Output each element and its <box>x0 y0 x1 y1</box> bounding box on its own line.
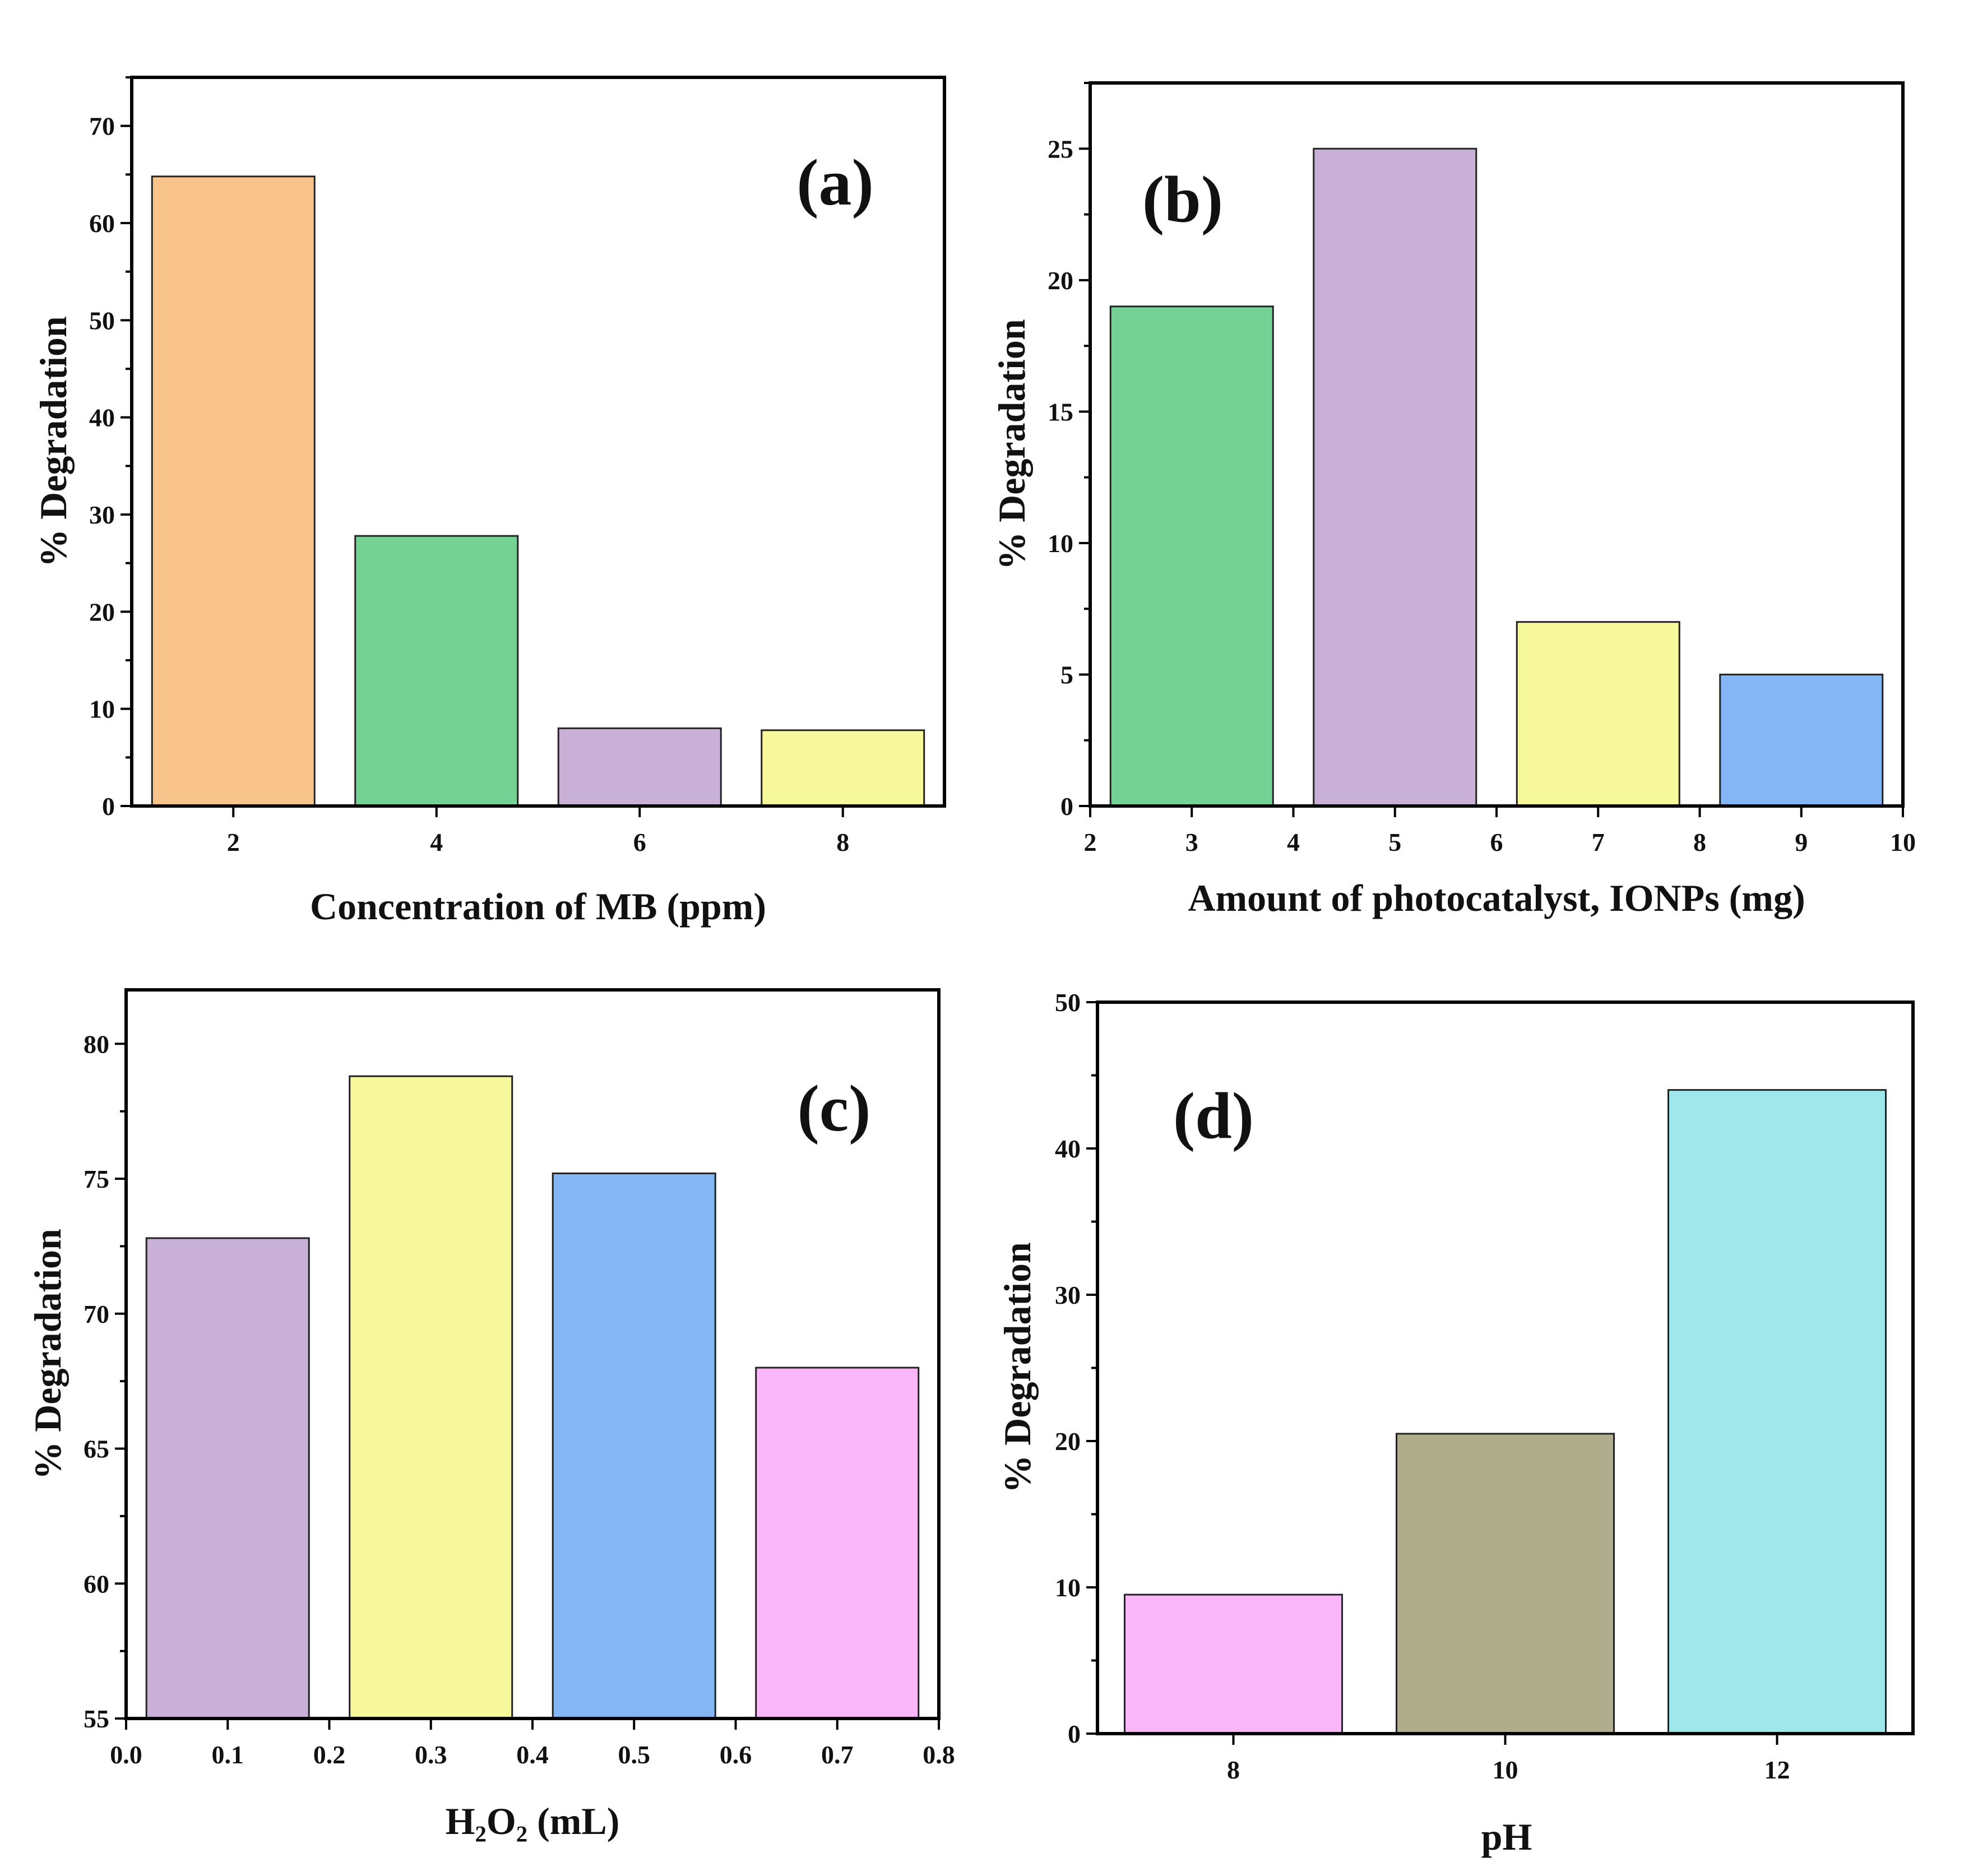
chart-d-x-tick-label: 12 <box>1764 1755 1790 1784</box>
chart-d-bar-12 <box>1667 1089 1887 1735</box>
chart-a-x-tick-label: 2 <box>227 828 240 856</box>
chart-b-y-tick-label: 10 <box>1048 529 1073 558</box>
chart-b-y-tick-label: 20 <box>1048 266 1073 295</box>
chart-a-y-tick-label: 40 <box>89 404 115 432</box>
chart-c-bar-0.7 <box>755 1367 920 1720</box>
chart-c-x-tick-label: 0.3 <box>415 1740 447 1769</box>
chart-b-x-tick-label: 6 <box>1490 828 1503 856</box>
chart-b: 0 5 10 15 20 25 2 3 4 5 6 7 8 9 10 (b) Amount of photo… <box>990 81 1916 919</box>
chart-a-x-tick-label: 4 <box>430 828 443 856</box>
chart-c-bars <box>145 1075 920 1720</box>
chart-b-bars <box>1109 147 1884 807</box>
chart-a-y-tick-label: 30 <box>89 501 115 529</box>
chart-d-y-tick-label: 10 <box>1055 1573 1081 1602</box>
chart-d-y-tick-label: 50 <box>1055 988 1081 1017</box>
chart-c-y-tick-label: 55 <box>84 1704 109 1733</box>
chart-b-y-tick-label: 15 <box>1048 397 1073 426</box>
chart-d-axis-ticks: 0 10 20 30 40 50 8 10 12 <box>1055 988 1790 1784</box>
chart-d-y-tick-label: 30 <box>1055 1281 1081 1309</box>
chart-a: 0 10 20 30 40 50 60 70 2 4 6 8 (a) Concentration of… <box>32 76 946 928</box>
chart-c-x-tick-label: 0.5 <box>618 1740 651 1769</box>
chart-b-bar-9 <box>1719 673 1884 807</box>
chart-b-x-tick-label: 4 <box>1287 828 1300 856</box>
chart-b-bar-7 <box>1516 621 1680 807</box>
chart-a-y-tick-label: 50 <box>89 306 115 335</box>
chart-d-y-axis-label: % Degradation <box>996 1242 1039 1493</box>
chart-a-y-tick-label: 10 <box>89 695 115 724</box>
chart-c-x-tick-label: 0.6 <box>720 1740 752 1769</box>
chart-b-x-tick-label: 3 <box>1185 828 1198 856</box>
chart-a-bar-6 <box>557 727 722 807</box>
chart-b-x-tick-label: 10 <box>1890 828 1916 856</box>
chart-b-x-tick-label: 2 <box>1084 828 1097 856</box>
chart-a-panel-label: (a) <box>796 146 874 219</box>
chart-a-y-tick-label: 0 <box>102 792 115 821</box>
chart-b-y-tick-label: 5 <box>1060 660 1073 689</box>
chart-c-y-axis-label: % Degradation <box>26 1229 69 1480</box>
chart-c-panel-label: (c) <box>798 1072 871 1145</box>
chart-c-x-tick-label: 0.8 <box>923 1740 955 1769</box>
chart-c-axis-ticks: 55 60 65 70 75 80 0.0 0.1 0.2 0.3 0.4 0.5 0.6 0.7 0.8 <box>84 1030 955 1769</box>
chart-c-x-axis-label: H₂O₂ (mL) <box>446 1800 620 1842</box>
chart-d-bar-8 <box>1124 1594 1343 1735</box>
chart-c-bar-0.1 <box>145 1237 310 1720</box>
chart-b-panel-label: (b) <box>1142 163 1223 236</box>
chart-a-plot-frame <box>130 76 946 808</box>
chart-d-x-tick-label: 8 <box>1227 1755 1240 1784</box>
chart-a-bar-8 <box>761 729 925 807</box>
chart-a-y-tick-label: 70 <box>89 112 115 141</box>
chart-c-x-tick-label: 0.1 <box>212 1740 244 1769</box>
chart-a-x-tick-label: 6 <box>633 828 646 856</box>
chart-b-bar-5 <box>1313 147 1477 807</box>
chart-a-bars <box>151 175 925 807</box>
chart-c-bar-0.3 <box>349 1075 513 1720</box>
chart-c-y-tick-label: 70 <box>84 1300 109 1328</box>
chart-c-x-tick-label: 0.7 <box>821 1740 854 1769</box>
chart-a-bar-4 <box>354 535 519 807</box>
chart-b-axis-ticks: 0 5 10 15 20 25 2 3 4 5 6 7 8 9 10 <box>1048 82 1916 856</box>
chart-b-y-tick-label: 25 <box>1048 135 1073 163</box>
chart-b-x-tick-label: 7 <box>1592 828 1605 856</box>
chart-d-x-axis-label: pH <box>1481 1815 1532 1858</box>
chart-c-x-tick-label: 0.4 <box>516 1740 549 1769</box>
chart-b-y-tick-label: 0 <box>1060 792 1073 821</box>
chart-a-x-tick-label: 8 <box>836 828 849 856</box>
chart-d-x-tick-label: 10 <box>1493 1755 1518 1784</box>
chart-a-axis-ticks: 0 10 20 30 40 50 60 70 2 4 6 8 <box>89 76 849 856</box>
chart-b-x-tick-label: 8 <box>1693 828 1706 856</box>
chart-d: 0 10 20 30 40 50 8 10 12 (d) pH % Degradation <box>996 988 1915 1858</box>
chart-a-x-axis-label: Concentration of MB (ppm) <box>310 885 766 928</box>
chart-c-y-tick-label: 65 <box>84 1435 109 1463</box>
chart-a-y-tick-label: 60 <box>89 209 115 238</box>
chart-c-y-tick-label: 60 <box>84 1569 109 1598</box>
chart-d-y-tick-label: 20 <box>1055 1427 1081 1456</box>
chart-c-x-tick-label: 0.2 <box>313 1740 346 1769</box>
chart-c-x-tick-label: 0.0 <box>110 1740 142 1769</box>
chart-c-y-tick-label: 80 <box>84 1030 109 1058</box>
chart-d-bars <box>1124 1089 1887 1735</box>
chart-b-x-tick-label: 5 <box>1388 828 1401 856</box>
chart-a-bar-2 <box>151 175 316 807</box>
chart-b-x-axis-label: Amount of photocatalyst, IONPs (mg) <box>1188 877 1805 919</box>
chart-b-bar-3 <box>1109 305 1274 807</box>
chart-d-y-tick-label: 40 <box>1055 1134 1081 1163</box>
chart-c-y-tick-label: 75 <box>84 1165 109 1193</box>
chart-d-panel-label: (d) <box>1173 1079 1254 1152</box>
chart-d-y-tick-label: 0 <box>1068 1720 1081 1748</box>
chart-a-y-axis-label: % Degradation <box>32 316 75 567</box>
chart-a-y-tick-label: 20 <box>89 597 115 626</box>
chart-b-x-tick-label: 9 <box>1795 828 1808 856</box>
chart-d-bar-10 <box>1396 1433 1615 1735</box>
chart-b-y-axis-label: % Degradation <box>990 319 1033 570</box>
chart-c-bar-0.5 <box>552 1172 716 1720</box>
